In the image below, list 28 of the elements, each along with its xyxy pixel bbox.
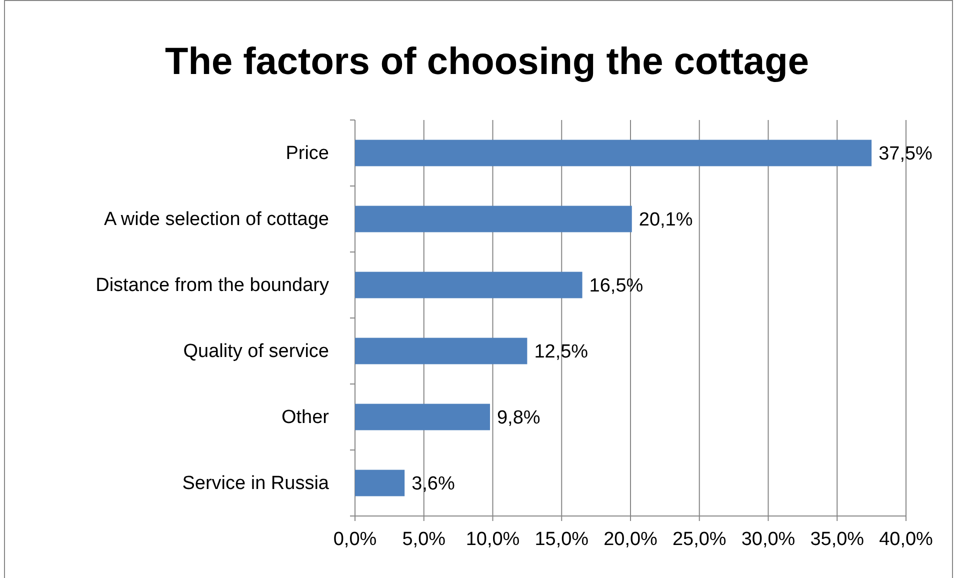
x-tick-label: 30,0% bbox=[741, 528, 796, 550]
bar bbox=[355, 140, 872, 166]
x-tick-label: 35,0% bbox=[810, 528, 864, 550]
y-tick-label: Distance from the boundary bbox=[96, 275, 330, 296]
bar bbox=[355, 272, 582, 298]
data-label: 9,8% bbox=[496, 408, 540, 429]
data-label: 37,5% bbox=[878, 144, 933, 165]
data-label: 12,5% bbox=[534, 342, 588, 363]
y-tick-label: A wide selection of cottage bbox=[104, 209, 329, 230]
bar bbox=[355, 206, 632, 232]
x-tick-label: 20,0% bbox=[604, 528, 658, 550]
x-tick-label: 10,0% bbox=[466, 528, 520, 550]
chart-title: The factors of choosing the cottage bbox=[165, 41, 809, 83]
x-tick-label: 25,0% bbox=[672, 528, 726, 550]
x-tick-label: 15,0% bbox=[534, 528, 589, 550]
y-tick-label: Price bbox=[286, 143, 329, 164]
x-tick-label: 40,0% bbox=[879, 528, 934, 550]
y-tick-label: Quality of service bbox=[183, 341, 329, 362]
bar bbox=[355, 338, 528, 364]
data-label: 16,5% bbox=[589, 276, 644, 297]
data-label: 3,6% bbox=[412, 474, 456, 495]
x-tick-label: 5,0% bbox=[402, 528, 446, 550]
y-tick-label: Other bbox=[281, 407, 330, 428]
data-label: 20,1% bbox=[638, 210, 693, 231]
bar bbox=[355, 404, 490, 430]
bar bbox=[355, 470, 405, 496]
y-tick-label: Service in Russia bbox=[182, 473, 330, 494]
x-tick-label: 0,0% bbox=[333, 528, 377, 550]
